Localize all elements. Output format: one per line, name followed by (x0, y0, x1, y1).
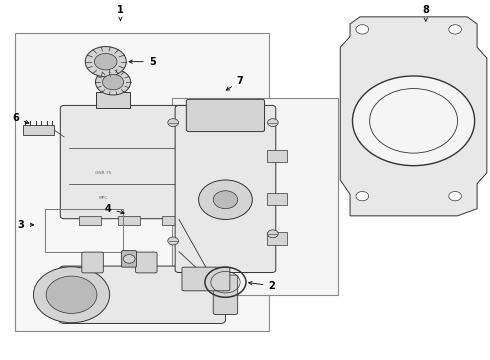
Bar (267, 232, 287, 244)
Text: 2: 2 (248, 281, 275, 291)
FancyBboxPatch shape (186, 99, 265, 132)
FancyBboxPatch shape (182, 267, 230, 291)
Circle shape (449, 192, 462, 201)
Bar (118, 216, 140, 225)
Bar (79, 216, 101, 225)
FancyBboxPatch shape (136, 252, 157, 273)
Circle shape (168, 119, 178, 127)
FancyBboxPatch shape (199, 153, 220, 174)
Circle shape (449, 25, 462, 34)
Circle shape (102, 75, 123, 90)
Circle shape (85, 46, 126, 77)
Circle shape (268, 230, 278, 238)
Text: 3: 3 (18, 220, 34, 230)
FancyBboxPatch shape (59, 266, 225, 323)
Circle shape (46, 276, 97, 314)
Circle shape (168, 237, 178, 245)
Circle shape (33, 267, 110, 323)
FancyBboxPatch shape (122, 251, 137, 267)
FancyBboxPatch shape (60, 105, 205, 219)
Text: 8: 8 (422, 5, 429, 21)
Circle shape (213, 191, 238, 209)
Text: GNR 75: GNR 75 (95, 171, 112, 175)
Text: 5: 5 (129, 57, 155, 67)
Bar (267, 193, 287, 205)
Bar (45, 209, 123, 252)
Bar (172, 98, 338, 295)
Text: 7: 7 (226, 76, 244, 90)
FancyBboxPatch shape (82, 252, 103, 273)
Bar (267, 149, 287, 162)
Circle shape (356, 25, 368, 34)
Circle shape (96, 69, 131, 95)
Polygon shape (340, 17, 487, 216)
Bar (96, 92, 130, 108)
Circle shape (356, 192, 368, 201)
Text: MPC: MPC (98, 196, 108, 200)
Circle shape (352, 76, 475, 166)
Bar (23, 125, 54, 135)
Text: 1: 1 (117, 5, 124, 21)
Text: 4: 4 (105, 204, 124, 214)
Bar (162, 216, 184, 225)
Circle shape (198, 180, 252, 220)
Circle shape (268, 119, 278, 127)
Text: 6: 6 (12, 113, 29, 123)
Bar (15, 33, 270, 330)
Circle shape (95, 53, 117, 70)
Circle shape (123, 255, 135, 263)
FancyBboxPatch shape (175, 105, 276, 273)
FancyBboxPatch shape (213, 275, 238, 315)
